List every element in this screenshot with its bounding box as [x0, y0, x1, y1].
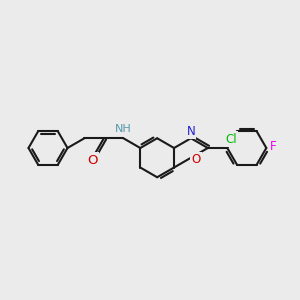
Text: O: O: [191, 153, 201, 166]
Text: F: F: [270, 140, 277, 152]
Text: NH: NH: [115, 124, 132, 134]
Text: N: N: [187, 125, 195, 138]
Text: Cl: Cl: [225, 133, 237, 146]
Text: O: O: [87, 154, 98, 166]
